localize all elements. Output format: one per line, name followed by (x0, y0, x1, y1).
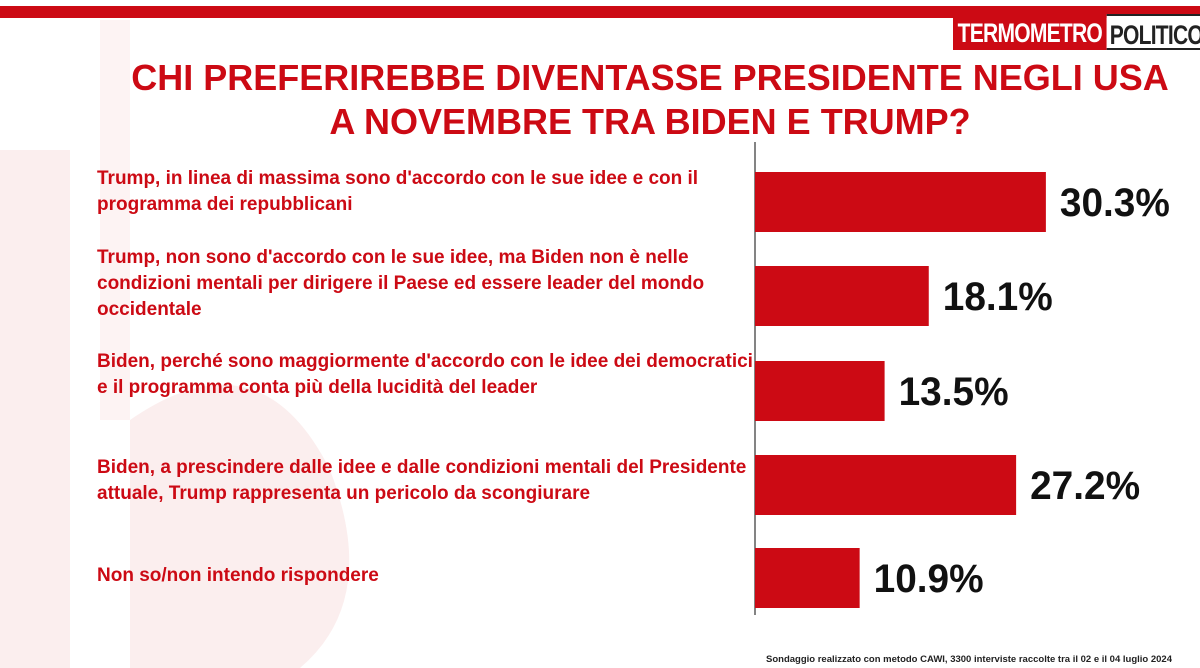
category-label: Trump, non sono d'accordo con le sue ide… (97, 247, 705, 320)
top-accent-bar (0, 6, 1200, 18)
category-label: Non so/non intendo rispondere (97, 565, 379, 586)
chart-title: CHI PREFERIREBBE DIVENTASSE PRESIDENTE N… (131, 57, 1169, 142)
bar (755, 172, 1046, 232)
category-label: Biden, a prescindere dalle idee e dalle … (97, 457, 747, 504)
bar-value-label: 18.1% (943, 275, 1053, 319)
termometro-politico-logo: TERMOMETRO POLITICO (953, 14, 1200, 50)
bar-value-label: 30.3% (1060, 181, 1170, 225)
bar (755, 455, 1017, 515)
bar (755, 266, 929, 326)
category-label: Trump, in linea di massima sono d'accord… (97, 168, 699, 215)
bar-value-label: 27.2% (1030, 464, 1140, 508)
bars-group: 30.3% 18.1% 13.5% 27.2% 10.9% (755, 172, 1170, 608)
bar-value-label: 10.9% (874, 557, 984, 601)
category-labels: Trump, in linea di massima sono d'accord… (97, 0, 757, 668)
category-label: Biden, perché sono maggiormente d'accord… (97, 351, 753, 398)
survey-footnote: Sondaggio realizzato con metodo CAWI, 33… (766, 654, 1172, 665)
bar (755, 361, 885, 421)
bar-value-label: 13.5% (899, 370, 1009, 414)
logo-text-termometro: TERMOMETRO (953, 14, 1107, 50)
background-watermark-logo (0, 20, 350, 668)
bar (755, 548, 860, 608)
logo-text-politico: POLITICO (1106, 14, 1200, 50)
